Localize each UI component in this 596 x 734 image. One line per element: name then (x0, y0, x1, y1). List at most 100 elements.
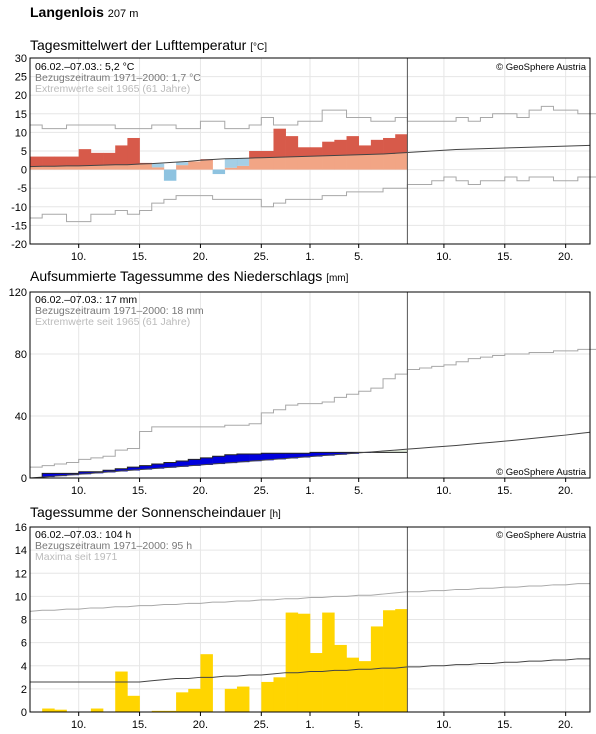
x-tick-label: 10. (71, 719, 86, 729)
x-tick-label: 10. (71, 485, 86, 497)
temp-anomaly-bar (79, 149, 91, 166)
y-tick-label: 6 (21, 638, 27, 650)
y-tick-label: -5 (17, 183, 27, 195)
y-tick-label: 2 (21, 684, 27, 696)
copyright-temperature: © GeoSphere Austria (496, 62, 587, 73)
temp-fill-bar (249, 158, 261, 170)
temp-fill-bar (371, 154, 383, 169)
station-name: Langenlois 207 m (30, 4, 138, 20)
temp-fill-bar (359, 155, 371, 170)
temp-cold-anomaly-bar (225, 159, 237, 168)
temp-fill-bar (67, 166, 79, 170)
sunshine-bar (200, 654, 212, 712)
x-tick-label: 1. (305, 719, 314, 729)
chart-unit-precipitation: [mm] (326, 273, 348, 284)
temp-cold-anomaly-bar (237, 158, 249, 165)
sunshine-bar (176, 692, 188, 712)
temp-fill-bar (310, 156, 322, 169)
sunshine-bar (273, 677, 285, 712)
y-tick-label: 25 (15, 72, 27, 84)
temp-anomaly-bar (30, 157, 42, 167)
temp-anomaly-bar (310, 147, 322, 156)
temp-fill-bar (237, 166, 249, 170)
temp-anomaly-bar (334, 140, 346, 156)
y-tick-label: 10 (15, 591, 27, 603)
temp-anomaly-bar (371, 140, 383, 155)
chart-title-temperature: Tagesmittelwert der Lufttemperatur [°C] (30, 37, 267, 53)
chart-precipitation: Aufsummierte Tagessumme des Niederschlag… (9, 268, 596, 497)
temp-fill-bar (200, 160, 212, 169)
temp-fill-bar (334, 155, 346, 169)
y-tick-label: 15 (15, 109, 27, 121)
temp-fill-bar (286, 157, 298, 170)
temp-fill-bar (79, 166, 91, 170)
temp-anomaly-bar (261, 151, 273, 158)
x-tick-label: 15. (132, 719, 147, 729)
sunshine-bar (286, 613, 298, 712)
x-tick-label: 20. (193, 719, 208, 729)
x-tick-label: 20. (193, 485, 208, 497)
info-extreme-sunshine: Maxima seit 1971 (35, 551, 117, 563)
sunshine-bar (42, 709, 54, 712)
sunshine-bar (383, 610, 395, 712)
x-tick-label: 10. (436, 485, 451, 497)
temp-fill-bar (188, 161, 200, 169)
temp-fill-bar (152, 167, 164, 169)
sunshine-bar (91, 709, 103, 712)
sunshine-bar (261, 682, 273, 712)
x-tick-label: 25. (254, 719, 269, 729)
x-tick-label: 20. (193, 251, 208, 263)
temp-fill-bar (395, 153, 407, 169)
info-extreme-precipitation: Extremwerte seit 1965 (61 Jahre) (35, 316, 190, 328)
sunshine-bar (298, 614, 310, 712)
x-tick-label: 15. (132, 251, 147, 263)
sunshine-bar (334, 645, 346, 712)
y-tick-label: -20 (11, 239, 27, 251)
temp-anomaly-bar (115, 145, 127, 164)
y-tick-label: 4 (21, 661, 27, 673)
x-tick-label: 5. (354, 719, 363, 729)
temp-anomaly-bar (249, 151, 261, 158)
sunshine-bar (395, 609, 407, 712)
temp-anomaly-bar (103, 153, 115, 165)
temp-anomaly-bar (359, 145, 371, 154)
temp-anomaly-bar (286, 136, 298, 157)
chart-title-precipitation: Aufsummierte Tagessumme des Niederschlag… (30, 268, 349, 284)
chart-temperature: Tagesmittelwert der Lufttemperatur [°C] … (11, 37, 596, 263)
chart-unit-temperature: [°C] (250, 42, 267, 53)
temp-anomaly-bar (127, 138, 139, 165)
temp-cold-anomaly-bar (176, 162, 188, 165)
temp-fill-bar (42, 166, 54, 169)
temp-fill-bar (261, 158, 273, 170)
x-tick-label: 5. (354, 251, 363, 263)
temp-fill-bar (140, 164, 152, 170)
temp-fill-bar (176, 165, 188, 169)
y-tick-label: 0 (21, 473, 27, 485)
temp-anomaly-bar (347, 136, 359, 155)
sunshine-bar (347, 658, 359, 712)
x-tick-label: 20. (558, 251, 573, 263)
y-tick-label: 8 (21, 615, 27, 627)
temp-fill-bar (30, 167, 42, 170)
y-tick-label: 0 (21, 165, 27, 177)
temp-cold-bar (164, 170, 176, 181)
x-tick-label: 15. (497, 485, 512, 497)
y-tick-label: -15 (11, 220, 27, 232)
temp-fill-bar (225, 168, 237, 170)
precip-max-line (30, 349, 596, 467)
sunshine-bar (115, 672, 127, 712)
chart-sunshine: Tagessumme der Sonnenscheindauer [h] 161… (15, 504, 590, 729)
temp-cold-bar (213, 170, 225, 174)
x-tick-label: 1. (305, 251, 314, 263)
temp-fill-bar (322, 156, 334, 170)
temp-fill-bar (127, 165, 139, 170)
y-tick-label: 5 (21, 146, 27, 158)
y-tick-label: 14 (15, 545, 27, 557)
temp-fill-bar (347, 155, 359, 170)
temp-anomaly-bar (322, 142, 334, 156)
sunshine-bar (127, 696, 139, 712)
chart-title-sunshine: Tagessumme der Sonnenscheindauer [h] (30, 504, 281, 520)
temp-max-line (30, 106, 596, 128)
